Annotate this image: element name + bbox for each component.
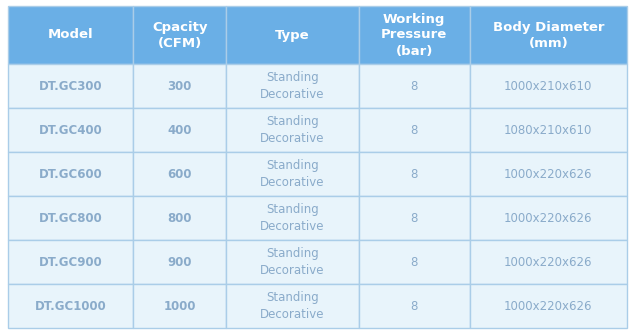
Bar xyxy=(469,152,627,196)
Bar xyxy=(469,240,627,284)
Bar xyxy=(469,64,627,108)
Text: 800: 800 xyxy=(168,211,192,224)
Text: Standing
Decorative: Standing Decorative xyxy=(260,116,324,145)
Bar xyxy=(469,108,627,152)
Text: Type: Type xyxy=(275,29,310,42)
Bar xyxy=(359,284,469,328)
Bar xyxy=(226,284,359,328)
Text: 400: 400 xyxy=(168,124,192,137)
Text: 8: 8 xyxy=(410,124,418,137)
Bar xyxy=(8,108,133,152)
Text: 300: 300 xyxy=(168,80,192,93)
Bar xyxy=(469,196,627,240)
Text: Working
Pressure
(bar): Working Pressure (bar) xyxy=(381,13,447,58)
Text: Standing
Decorative: Standing Decorative xyxy=(260,247,324,276)
Bar xyxy=(8,64,133,108)
Text: 1000x220x626: 1000x220x626 xyxy=(504,255,592,268)
Text: DT.GC1000: DT.GC1000 xyxy=(35,299,107,312)
Bar xyxy=(133,152,226,196)
Text: 1000x220x626: 1000x220x626 xyxy=(504,299,592,312)
Text: Body Diameter
(mm): Body Diameter (mm) xyxy=(493,21,604,50)
Text: 900: 900 xyxy=(168,255,192,268)
Bar xyxy=(226,196,359,240)
Text: Standing
Decorative: Standing Decorative xyxy=(260,160,324,188)
Text: DT.GC400: DT.GC400 xyxy=(39,124,102,137)
Bar xyxy=(359,152,469,196)
Bar xyxy=(359,108,469,152)
Text: Standing
Decorative: Standing Decorative xyxy=(260,203,324,232)
Text: DT.GC300: DT.GC300 xyxy=(39,80,102,93)
Text: DT.GC600: DT.GC600 xyxy=(39,167,102,180)
Text: 8: 8 xyxy=(410,80,418,93)
Text: DT.GC800: DT.GC800 xyxy=(39,211,102,224)
Text: 1000x220x626: 1000x220x626 xyxy=(504,167,592,180)
Bar xyxy=(359,6,469,64)
Bar xyxy=(133,240,226,284)
Text: 1000x210x610: 1000x210x610 xyxy=(504,80,592,93)
Text: 1000x220x626: 1000x220x626 xyxy=(504,211,592,224)
Text: 8: 8 xyxy=(410,299,418,312)
Bar xyxy=(226,108,359,152)
Text: 600: 600 xyxy=(168,167,192,180)
Bar xyxy=(226,64,359,108)
Text: Cpacity
(CFM): Cpacity (CFM) xyxy=(152,21,208,50)
Bar xyxy=(133,196,226,240)
Text: 8: 8 xyxy=(410,167,418,180)
Bar xyxy=(226,6,359,64)
Text: Standing
Decorative: Standing Decorative xyxy=(260,291,324,320)
Bar xyxy=(133,6,226,64)
Bar xyxy=(133,108,226,152)
Bar xyxy=(8,152,133,196)
Bar xyxy=(469,6,627,64)
Bar xyxy=(469,284,627,328)
Text: 8: 8 xyxy=(410,255,418,268)
Text: DT.GC900: DT.GC900 xyxy=(39,255,102,268)
Bar xyxy=(359,240,469,284)
Bar xyxy=(226,152,359,196)
Text: Model: Model xyxy=(48,29,93,42)
Bar xyxy=(8,284,133,328)
Text: 1000: 1000 xyxy=(163,299,196,312)
Bar xyxy=(359,64,469,108)
Bar xyxy=(8,240,133,284)
Text: Standing
Decorative: Standing Decorative xyxy=(260,72,324,101)
Bar xyxy=(8,6,133,64)
Text: 1080x210x610: 1080x210x610 xyxy=(504,124,592,137)
Bar xyxy=(359,196,469,240)
Bar xyxy=(226,240,359,284)
Text: 8: 8 xyxy=(410,211,418,224)
Bar xyxy=(133,284,226,328)
Bar xyxy=(133,64,226,108)
Bar xyxy=(8,196,133,240)
